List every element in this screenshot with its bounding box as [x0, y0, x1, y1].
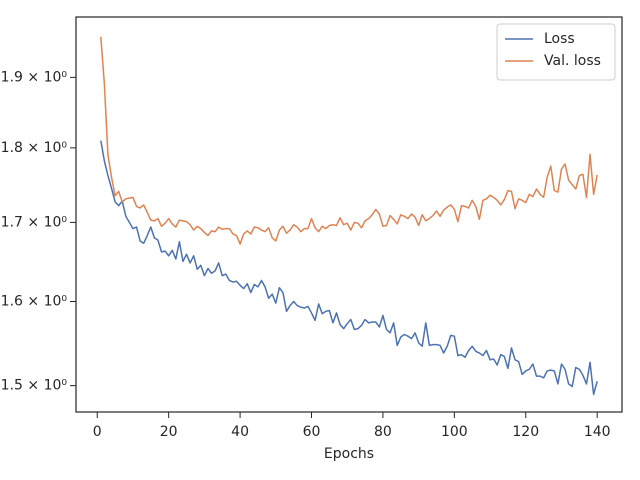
legend-label: Val. loss — [544, 53, 601, 69]
legend-box — [496, 23, 616, 81]
x-tick-label: 140 — [584, 424, 611, 440]
x-tick-label: 0 — [93, 424, 102, 440]
legend-label: Loss — [544, 31, 575, 47]
x-axis-label: Epochs — [324, 446, 374, 462]
y-tick-label: 1.9 × 10⁰ — [1, 69, 68, 85]
x-tick-label: 100 — [441, 424, 468, 440]
y-tick-label: 1.6 × 10⁰ — [1, 293, 68, 309]
y-tick-label: 1.8 × 10⁰ — [1, 140, 68, 156]
y-tick-label: 1.5 × 10⁰ — [1, 378, 68, 394]
x-tick-label: 120 — [512, 424, 539, 440]
line-series — [100, 140, 598, 396]
y-tick-label: 1.7 × 10⁰ — [1, 214, 68, 230]
x-tick-label: 40 — [231, 424, 249, 440]
line-series — [100, 36, 598, 245]
x-tick-label: 20 — [160, 424, 178, 440]
axes-frame — [75, 16, 623, 413]
x-tick-label: 80 — [374, 424, 392, 440]
x-tick-label: 60 — [303, 424, 321, 440]
